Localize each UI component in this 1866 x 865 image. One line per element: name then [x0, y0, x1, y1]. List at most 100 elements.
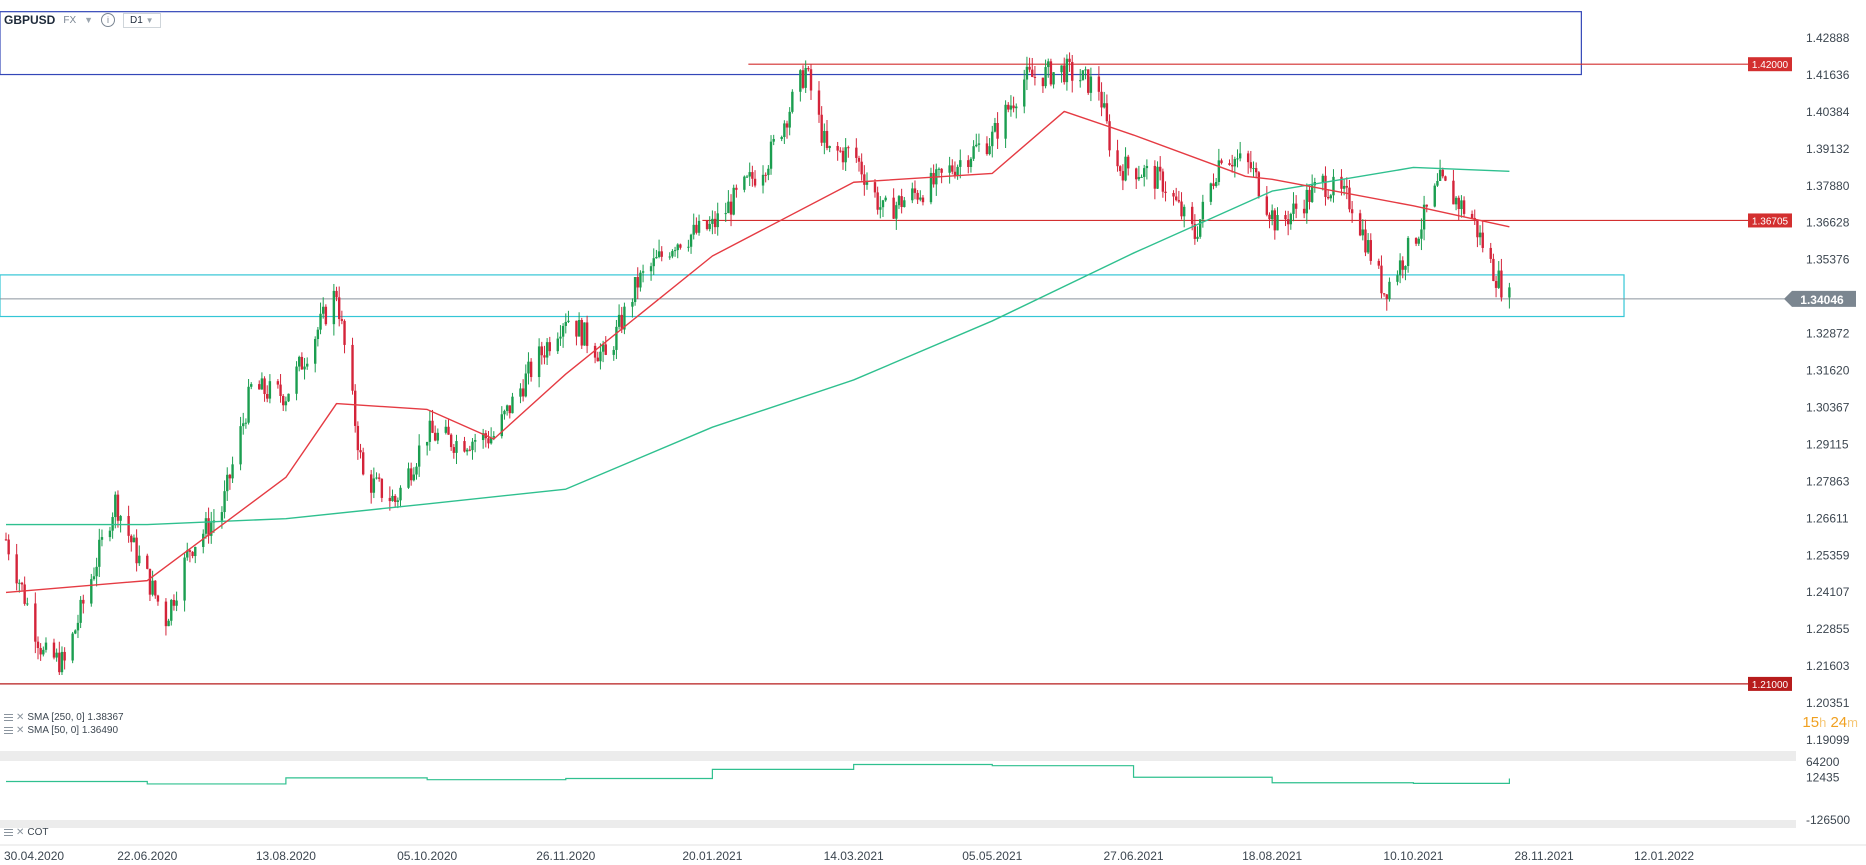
candle-body: [1321, 175, 1325, 182]
candle-body: [583, 322, 586, 346]
indicator-label: COT: [27, 827, 49, 838]
candle-body: [673, 250, 677, 252]
timeframe-select[interactable]: D1 ▼: [123, 12, 161, 28]
candle-body: [1433, 185, 1436, 207]
indicator-sma250[interactable]: ✕ SMA [250, 0] 1.38367: [4, 712, 124, 723]
candle-body: [892, 197, 895, 219]
candle-body: [1103, 103, 1106, 108]
candle-body: [412, 474, 416, 481]
candle-body: [1289, 213, 1293, 225]
candle-body: [1004, 104, 1007, 139]
candle-body: [1452, 180, 1455, 205]
candle-body: [95, 566, 98, 577]
candle-body: [839, 150, 842, 152]
candle-body: [615, 326, 618, 350]
candle-body: [148, 568, 152, 595]
candle-body: [473, 440, 477, 442]
indicator-sma50[interactable]: ✕ SMA [50, 0] 1.36490: [4, 725, 118, 736]
candle-body: [186, 550, 189, 558]
close-icon[interactable]: ✕: [16, 827, 25, 838]
candle-body: [713, 218, 717, 228]
x-tick-label: 20.01.2021: [682, 849, 742, 863]
candle-body: [481, 433, 485, 441]
candle-body: [372, 478, 376, 493]
settings-icon[interactable]: [4, 726, 13, 735]
candle-body: [1438, 169, 1442, 181]
candle-body: [399, 487, 402, 501]
x-tick-label: 12.01.2022: [1634, 849, 1694, 863]
candle-body: [817, 90, 821, 115]
timeframe-value: D1: [130, 14, 143, 26]
candle-body: [953, 171, 957, 176]
chevron-down-icon[interactable]: ▼: [84, 15, 94, 25]
candle-body: [876, 192, 879, 210]
candle-body: [1033, 76, 1037, 78]
candle-body: [223, 491, 226, 513]
candle-body: [119, 515, 122, 521]
candle-body: [276, 381, 280, 385]
candle-body: [175, 600, 178, 606]
candle-body: [1508, 287, 1511, 298]
x-tick-label: 05.10.2020: [397, 849, 457, 863]
candle-body: [1044, 67, 1047, 87]
candle-body: [1124, 156, 1127, 181]
candle-body: [167, 620, 170, 627]
candle-body: [1172, 192, 1175, 197]
close-icon[interactable]: ✕: [16, 712, 25, 723]
candle-body: [729, 201, 733, 215]
candle-body: [748, 172, 751, 177]
candle-body: [1143, 168, 1146, 177]
indicator-cot[interactable]: ✕ COT: [4, 827, 49, 838]
candle-body: [919, 197, 922, 200]
candle-body: [1164, 191, 1167, 193]
candle-body: [322, 306, 325, 314]
candle-body: [735, 187, 738, 190]
candle-body: [1252, 168, 1255, 170]
candle-body: [359, 450, 362, 453]
candle-body: [801, 70, 805, 88]
x-tick-label: 14.03.2021: [824, 849, 884, 863]
candle-body: [1481, 232, 1484, 248]
candle-body: [993, 122, 997, 132]
candle-body: [1135, 168, 1138, 180]
candle-body: [1268, 214, 1271, 220]
candle-body: [417, 445, 421, 467]
candle-body: [1361, 229, 1364, 236]
y-tick-label: 1.21603: [1806, 659, 1850, 673]
settings-icon[interactable]: [4, 713, 13, 722]
candle-body: [1420, 229, 1423, 239]
candle-body: [711, 218, 714, 224]
symbol-label[interactable]: GBPUSD: [4, 13, 56, 27]
candle-body: [540, 346, 543, 356]
candle-body: [1012, 105, 1015, 109]
candle-body: [55, 652, 58, 658]
candle-body: [671, 251, 674, 257]
candle-body: [1324, 175, 1327, 197]
info-icon[interactable]: i: [101, 13, 116, 27]
timer-minutes: 24: [1830, 714, 1848, 731]
x-tick-label: 05.05.2021: [962, 849, 1022, 863]
candle-body: [692, 224, 695, 235]
candle-body: [393, 495, 397, 502]
candle-body: [751, 172, 754, 179]
close-icon[interactable]: ✕: [16, 725, 25, 736]
candle-body: [303, 366, 306, 370]
sma250-line: [6, 166, 1510, 526]
level-badge: [1748, 676, 1792, 691]
candle-body: [170, 599, 173, 621]
candle-body: [996, 122, 999, 139]
candle-body: [537, 346, 541, 378]
candle-body: [127, 515, 130, 536]
candle-body: [1087, 69, 1090, 93]
settings-icon[interactable]: [4, 828, 13, 837]
candle-body: [154, 580, 157, 596]
candle-body: [617, 314, 621, 327]
candle-body: [828, 145, 831, 149]
candle-body: [108, 530, 112, 538]
candle-body: [636, 277, 639, 288]
candle-body: [916, 192, 919, 200]
candle-body: [226, 474, 229, 492]
candle-body: [809, 69, 813, 91]
candle-body: [585, 322, 589, 346]
